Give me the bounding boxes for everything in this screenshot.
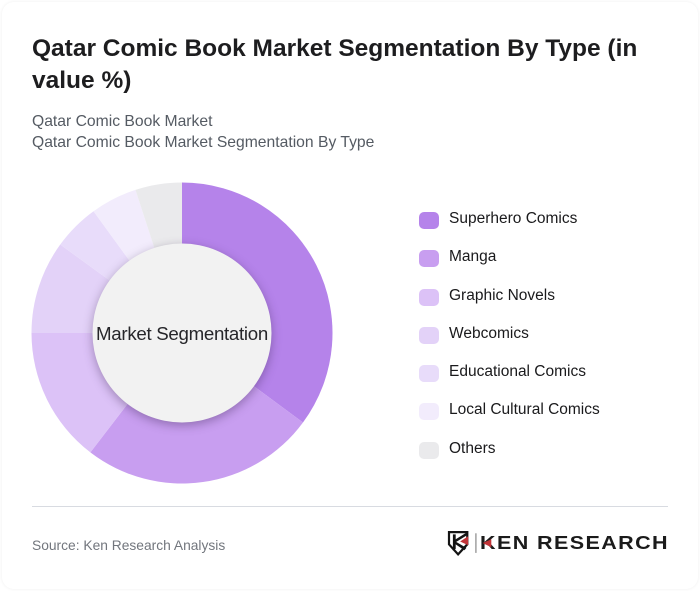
svg-text:KEN RESEARCH: KEN RESEARCH: [480, 532, 669, 553]
